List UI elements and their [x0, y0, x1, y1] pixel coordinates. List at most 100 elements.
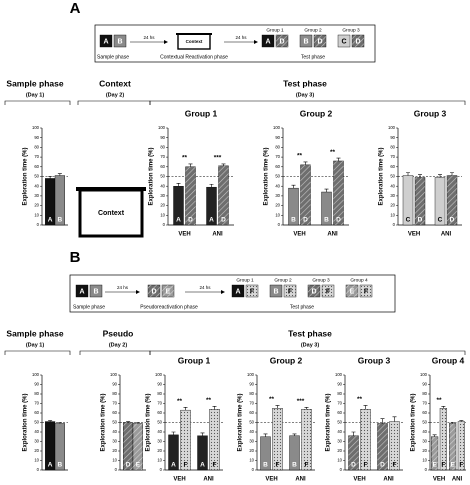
- bar-label: D: [303, 217, 308, 224]
- phase-title: Sample phase: [6, 328, 63, 338]
- error-bar: [263, 433, 268, 437]
- hatch-pattern: [148, 285, 160, 297]
- chart-title: Group 1: [185, 108, 218, 118]
- y-tick-label: 0: [340, 467, 343, 472]
- error-bar: [188, 163, 193, 167]
- y-tick-label: 20: [275, 203, 280, 208]
- phase-label: Contextual Reactivation phase: [160, 54, 228, 60]
- bar-label: D: [380, 462, 385, 469]
- y-tick-label: 100: [32, 125, 40, 130]
- hatch-pattern: [314, 35, 326, 47]
- y-tick-label: 60: [112, 410, 117, 415]
- bar-label: F: [393, 462, 397, 469]
- y-tick-label: 60: [249, 410, 254, 415]
- error-bar: [292, 433, 297, 436]
- object-icon: [337, 34, 351, 48]
- error-bar: [363, 405, 368, 410]
- phase-subtitle: (Day 3): [296, 92, 315, 98]
- group-label: Group 3: [312, 277, 330, 283]
- y-tick-label: 0: [115, 467, 118, 472]
- y-tick-label: 80: [34, 145, 39, 150]
- y-tick-label: 70: [275, 154, 280, 159]
- bar-label: F: [276, 462, 280, 469]
- phase-subtitle: (Day 1): [26, 342, 45, 348]
- bar-label: B: [324, 217, 329, 224]
- y-tick-label: 90: [390, 135, 395, 140]
- y-axis-label: Exploration time (%): [149, 147, 155, 205]
- dots-pattern: [301, 409, 312, 470]
- object-icon: [269, 284, 283, 298]
- panel-letter: B: [70, 249, 81, 266]
- x-tick-label: ANI: [383, 477, 394, 483]
- bar-label: A: [48, 462, 53, 469]
- arrow-head: [164, 40, 168, 44]
- y-tick-label: 100: [110, 372, 118, 377]
- dots-pattern: [284, 285, 296, 297]
- y-tick-label: 80: [160, 145, 165, 150]
- y-tick-label: 70: [34, 154, 39, 159]
- dots-pattern: [272, 408, 283, 470]
- y-tick-label: 30: [275, 193, 280, 198]
- y-tick-label: 100: [335, 372, 343, 377]
- object-label: A: [235, 288, 240, 295]
- error-bar: [380, 418, 385, 424]
- error-bar: [48, 420, 53, 422]
- y-tick-label: 0: [425, 467, 428, 472]
- error-bar: [459, 420, 464, 422]
- object-label: B: [303, 38, 308, 45]
- significance-label: **: [357, 396, 363, 403]
- dots-pattern: [360, 409, 371, 470]
- x-tick-label: VEH: [265, 477, 277, 483]
- group-label: Group 4: [350, 277, 368, 283]
- significance-label: **: [182, 155, 188, 162]
- y-tick-label: 100: [273, 125, 281, 130]
- y-axis-label: Exploration time (%): [146, 393, 152, 451]
- chart-title: Group 3: [414, 108, 447, 118]
- error-bar: [57, 422, 62, 424]
- phase-title: Test phase: [283, 78, 327, 88]
- bar-label: A: [200, 462, 205, 469]
- dots-pattern: [458, 421, 465, 470]
- bar-label: B: [263, 462, 268, 469]
- arrow-head: [136, 290, 140, 294]
- y-tick-label: 90: [112, 382, 117, 387]
- bar-label: D: [336, 217, 341, 224]
- schematic-box: [69, 274, 396, 313]
- phase-bracket: [4, 100, 71, 105]
- y-tick-label: 80: [422, 391, 427, 396]
- bar-label: F: [364, 462, 368, 469]
- y-tick-label: 100: [32, 372, 40, 377]
- y-tick-label: 40: [275, 183, 280, 188]
- significance-label: **: [269, 396, 275, 403]
- y-tick-label: 100: [388, 125, 396, 130]
- dots-pattern: [246, 285, 258, 297]
- x-tick-label: ANI: [295, 477, 306, 483]
- significance-label: **: [177, 398, 183, 405]
- phase-bracket: [4, 350, 71, 355]
- y-tick-label: 50: [34, 420, 39, 425]
- bar-label: F: [305, 462, 309, 469]
- object-icon: [99, 34, 113, 48]
- y-tick-label: 80: [157, 391, 162, 396]
- error-bar: [450, 172, 454, 176]
- y-tick-label: 100: [420, 372, 428, 377]
- error-bar: [57, 173, 62, 176]
- y-tick-label: 40: [112, 429, 117, 434]
- bar-label: B: [292, 462, 297, 469]
- y-tick-label: 80: [337, 391, 342, 396]
- y-tick-label: 50: [275, 174, 280, 179]
- dots-pattern: [440, 408, 447, 470]
- object-label: D: [311, 288, 316, 295]
- bar-label: A: [209, 217, 214, 224]
- bar-label: C: [438, 217, 443, 224]
- y-tick-label: 20: [34, 448, 39, 453]
- error-bar: [303, 161, 308, 165]
- error-bar: [392, 416, 397, 422]
- phase-label: Test phase: [290, 304, 314, 310]
- hatch-pattern: [431, 436, 438, 470]
- y-tick-label: 90: [34, 382, 39, 387]
- hatch-pattern: [308, 285, 320, 297]
- phase-title: Context: [99, 78, 131, 88]
- y-tick-label: 30: [112, 439, 117, 444]
